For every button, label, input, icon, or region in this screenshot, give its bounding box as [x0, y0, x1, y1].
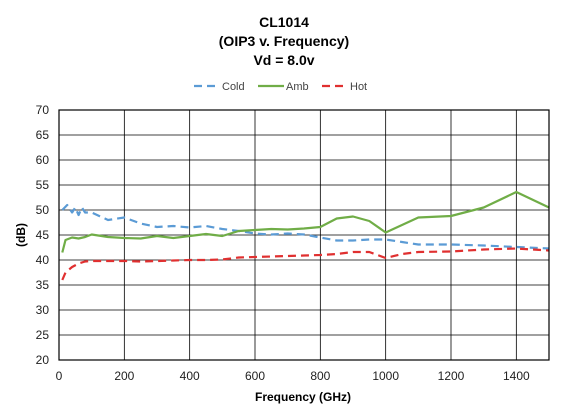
y-tick-label: 60 [36, 153, 50, 167]
y-tick-label: 20 [36, 353, 50, 367]
y-axis-title: (dB) [14, 223, 28, 247]
chart-title-line-3: Vd = 8.0v [253, 52, 314, 68]
y-tick-label: 40 [36, 253, 50, 267]
tick-labels: 20 25 30 35 40 45 50 55 60 65 70 0 200 400 600 800 1000 1… [36, 103, 530, 383]
y-tick-label: 25 [36, 328, 50, 342]
x-axis-title: Frequency (GHz) [255, 390, 351, 404]
legend-label-amb: Amb [286, 81, 309, 93]
y-tick-label: 65 [36, 128, 50, 142]
x-tick-label: 1000 [372, 369, 399, 383]
y-tick-label: 70 [36, 103, 50, 117]
y-tick-label: 55 [36, 178, 50, 192]
y-tick-label: 35 [36, 278, 50, 292]
y-tick-label: 45 [36, 228, 50, 242]
series-lines [61, 190, 550, 281]
x-tick-label: 200 [114, 369, 134, 383]
chart-title-line-1: CL1014 [259, 14, 309, 30]
series-line-hot [61, 247, 550, 281]
series-line-amb [61, 190, 550, 253]
x-tick-label: 400 [180, 369, 200, 383]
x-tick-label: 800 [310, 369, 330, 383]
y-tick-label: 50 [36, 203, 50, 217]
x-tick-label: 1200 [438, 369, 465, 383]
chart-title-line-2: (OIP3 v. Frequency) [219, 33, 349, 49]
legend-label-cold: Cold [222, 81, 245, 93]
y-tick-label: 30 [36, 303, 50, 317]
x-tick-label: 600 [245, 369, 265, 383]
plot-frame [58, 109, 550, 361]
legend-label-hot: Hot [350, 81, 367, 93]
legend: Cold Amb Hot [194, 81, 367, 93]
series-line-cold [61, 203, 550, 250]
x-tick-label: 1400 [503, 369, 530, 383]
x-tick-label: 0 [56, 369, 63, 383]
